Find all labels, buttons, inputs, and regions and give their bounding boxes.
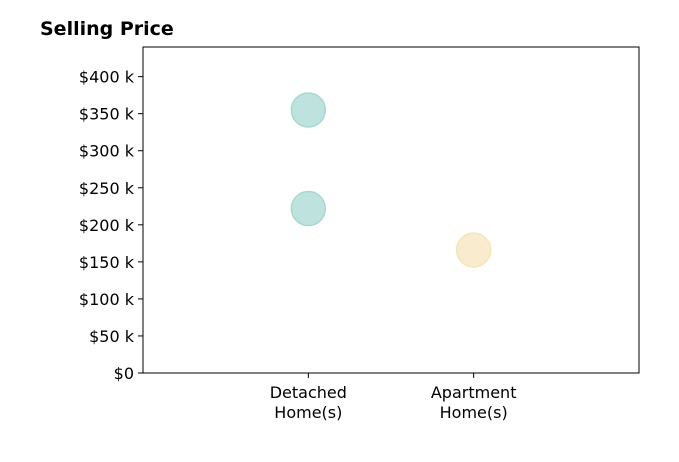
y-tick-label: $100 k bbox=[79, 290, 135, 309]
data-point bbox=[455, 232, 492, 268]
x-tick-label: Detached bbox=[270, 383, 347, 402]
data-points bbox=[290, 92, 492, 268]
x-tick-label: Apartment bbox=[431, 383, 517, 402]
y-tick-label: $250 k bbox=[79, 179, 135, 198]
y-tick-label: $50 k bbox=[89, 327, 135, 346]
plot-area-frame bbox=[142, 46, 640, 374]
x-tick-label: Home(s) bbox=[440, 403, 508, 422]
y-axis: $0 $50 k $100 k $150 k $200 k $250 k $300 k $35… bbox=[79, 68, 143, 383]
chart-title: Selling Price bbox=[40, 18, 174, 40]
data-point bbox=[290, 190, 327, 227]
x-tick-label: Home(s) bbox=[274, 403, 342, 422]
y-tick-label: $300 k bbox=[79, 142, 135, 161]
y-tick-label: $0 bbox=[114, 364, 134, 383]
data-point bbox=[290, 92, 327, 128]
y-tick-label: $350 k bbox=[79, 105, 135, 124]
y-tick-label: $200 k bbox=[79, 216, 135, 235]
y-tick-label: $400 k bbox=[79, 68, 135, 87]
y-tick-label: $150 k bbox=[79, 253, 135, 272]
